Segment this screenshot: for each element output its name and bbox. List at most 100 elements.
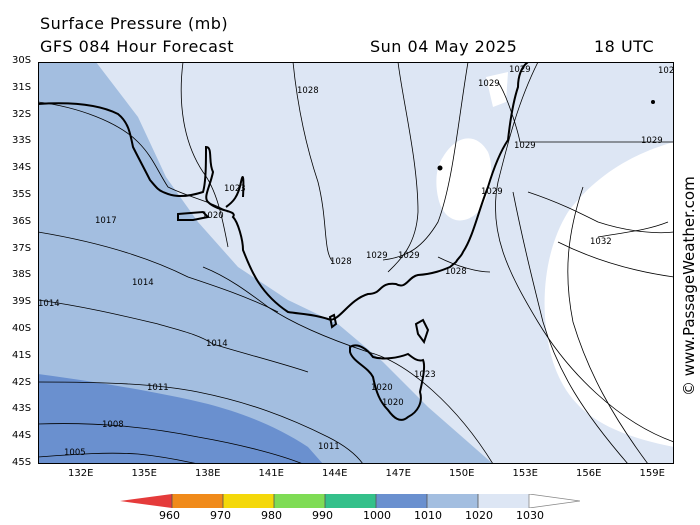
king-island xyxy=(328,313,338,329)
latitude-label: 38S xyxy=(12,269,32,281)
isobar-label: 1023 xyxy=(414,370,436,380)
isobar xyxy=(292,62,334,263)
colorbar-label: 960 xyxy=(159,509,180,522)
isobar xyxy=(437,256,491,273)
band-1000-1010 xyxy=(38,374,323,464)
colorbar-label: 970 xyxy=(210,509,231,522)
high-pressure-cell xyxy=(486,72,508,107)
longitude-label: 147E xyxy=(385,468,411,479)
isobar-labels: 1029 1029 1029 1029 1029 1028 1023 1020 … xyxy=(38,65,674,458)
colorbar-cell xyxy=(376,494,427,508)
latitude-label: 30S xyxy=(12,55,32,66)
isobar xyxy=(38,452,199,464)
mainland-coast xyxy=(38,62,529,321)
coastline xyxy=(38,62,529,421)
chart-title: Surface Pressure (mb) xyxy=(40,14,229,33)
isobar-label: 1008 xyxy=(102,420,124,430)
latitude-label: 41S xyxy=(12,349,32,361)
longitude-label: 159E xyxy=(639,468,665,479)
latitude-label: 36S xyxy=(12,215,32,227)
isobar xyxy=(38,381,364,464)
isobar-label: 1014 xyxy=(38,299,60,309)
colorbar-label: 1000 xyxy=(363,509,391,522)
colorbar-label: 1010 xyxy=(414,509,442,522)
latitude-label: 33S xyxy=(12,135,32,147)
chart-subtitle: GFS 084 Hour Forecast xyxy=(40,37,235,56)
longitude-label: 141E xyxy=(258,468,284,479)
isobar xyxy=(527,191,674,234)
isobar xyxy=(512,191,629,464)
isobar-label: 102 xyxy=(658,66,674,76)
isobar-label: 1032 xyxy=(590,237,612,247)
island-dot xyxy=(651,100,655,104)
latitude-label: 40S xyxy=(12,323,32,334)
colorbar-label: 980 xyxy=(261,509,282,522)
colorbar-cell xyxy=(120,494,172,508)
isobar-label: 1028 xyxy=(445,267,467,277)
latitude-label: 42S xyxy=(12,376,32,388)
flinders-island xyxy=(414,318,430,345)
latitude-label: 32S xyxy=(12,108,32,120)
isobar xyxy=(38,423,304,464)
band-1010-1020 xyxy=(38,62,493,464)
isobar xyxy=(495,62,674,443)
isobar-label: 1029 xyxy=(366,251,388,261)
isobar xyxy=(567,186,649,464)
isobar xyxy=(202,266,494,464)
colorbar-cell xyxy=(172,494,223,508)
high-pressure-cell xyxy=(436,138,492,221)
yorke-peninsula xyxy=(225,176,245,208)
colorbar-label: 990 xyxy=(312,509,333,522)
isobar-label: 1020 xyxy=(371,383,393,393)
isobar-label: 1023 xyxy=(224,184,246,194)
isobar xyxy=(497,81,674,143)
isobar-label: 1011 xyxy=(147,383,169,393)
band-above-1030 xyxy=(544,142,674,447)
isobar xyxy=(557,241,674,278)
latitude-label: 45S xyxy=(12,457,32,468)
colorbar-label: 1030 xyxy=(516,509,544,522)
longitude-label: 153E xyxy=(512,468,538,479)
colorbar-cell xyxy=(325,494,376,508)
tasmania xyxy=(349,344,426,421)
isobar-label: 1029 xyxy=(478,79,500,89)
colorbar-cell xyxy=(223,494,274,508)
colorbar-cell xyxy=(274,494,325,508)
isobar-label: 1005 xyxy=(64,448,86,458)
colorbar-cell xyxy=(427,494,478,508)
colorbar xyxy=(120,494,580,508)
isobar-label: 1017 xyxy=(95,216,117,226)
forecast-time: 18 UTC xyxy=(594,37,655,56)
isobar xyxy=(38,231,279,313)
isobar xyxy=(597,221,669,238)
watermark-credit: © www.PassageWeather.com xyxy=(678,148,698,398)
kangaroo-island xyxy=(177,210,211,221)
latitude-label: 34S xyxy=(12,162,32,174)
map-frame xyxy=(38,62,674,464)
isobar-label: 1029 xyxy=(514,141,536,151)
credit-text: © www.PassageWeather.com xyxy=(680,176,698,396)
latitude-label: 44S xyxy=(12,430,32,442)
isobar-label: 1029 xyxy=(641,136,663,146)
latitude-label: 31S xyxy=(12,81,32,93)
colorbar-label: 1020 xyxy=(465,509,493,522)
lord-howe-dot xyxy=(437,165,443,171)
isobar xyxy=(387,62,419,273)
isobar xyxy=(38,299,309,373)
latitude-label: 39S xyxy=(12,296,32,308)
longitude-label: 156E xyxy=(576,468,602,479)
isobar-label: 1020 xyxy=(202,211,224,221)
longitude-label: 150E xyxy=(449,468,475,479)
colorbar-cell xyxy=(478,494,529,508)
isobar-label: 1028 xyxy=(297,86,319,96)
latitude-label: 43S xyxy=(12,403,32,415)
isobar-label: 1020 xyxy=(382,398,404,408)
isobar-label: 1029 xyxy=(481,187,503,197)
forecast-date: Sun 04 May 2025 xyxy=(370,37,518,56)
colorbar-cell xyxy=(528,494,580,508)
isobar-label: 1029 xyxy=(398,251,420,261)
isobar-label: 1028 xyxy=(330,257,352,267)
isobar xyxy=(382,62,469,261)
isobar xyxy=(38,101,229,213)
latitude-label: 35S xyxy=(12,189,32,200)
